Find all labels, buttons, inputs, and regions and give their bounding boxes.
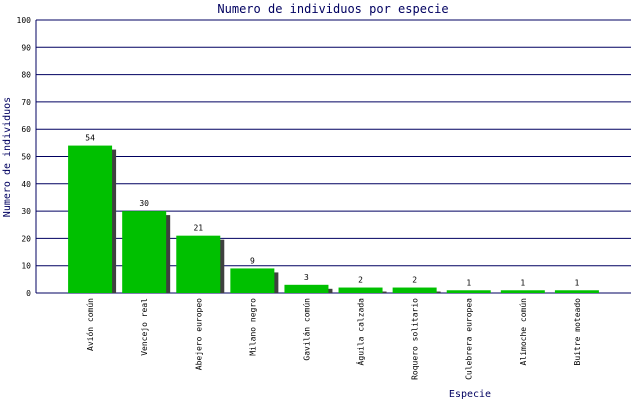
bar — [554, 290, 599, 293]
y-tick-label: 30 — [21, 207, 31, 216]
y-tick-label: 90 — [21, 43, 31, 52]
x-tick-label: Abejero europeo — [194, 298, 203, 370]
value-label: 54 — [85, 134, 95, 143]
y-axis-label: Numero de individuos — [2, 97, 13, 217]
x-tick-label: Milano negro — [248, 298, 257, 356]
y-tick-label: 40 — [21, 180, 31, 189]
x-tick-label: Águila calzada — [355, 298, 366, 366]
bar — [122, 211, 167, 293]
y-tick-label: 10 — [21, 262, 31, 271]
y-tick-label: 60 — [21, 125, 31, 134]
bar — [68, 145, 113, 293]
value-label: 1 — [574, 278, 579, 287]
x-tick-label: Avión común — [85, 298, 95, 351]
bar — [446, 290, 491, 293]
value-label: 9 — [250, 256, 255, 265]
x-tick-label: Buitre moteado — [573, 298, 582, 366]
y-tick-label: 100 — [17, 16, 32, 25]
bar — [284, 284, 329, 293]
bar — [392, 287, 437, 293]
x-tick-label: Culebrera europea — [465, 298, 474, 380]
x-tick-label: Alimoche común — [519, 298, 528, 366]
bar — [338, 287, 383, 293]
bar — [230, 268, 275, 293]
y-tick-label: 50 — [21, 153, 31, 162]
chart-title: Numero de individuos por especie — [217, 2, 448, 16]
x-tick-label: Roquero solitario — [411, 298, 420, 380]
x-axis-label: Especie — [449, 389, 491, 400]
value-label: 2 — [358, 276, 363, 285]
x-tick-label: Vencejo real — [140, 298, 149, 356]
y-tick-label: 80 — [21, 71, 31, 80]
y-tick-label: 20 — [21, 234, 31, 243]
value-label: 2 — [412, 276, 417, 285]
x-tick-label: Gavilán común — [302, 298, 311, 361]
y-tick-label: 70 — [21, 98, 31, 107]
bar — [500, 290, 545, 293]
value-label: 1 — [466, 278, 471, 287]
y-tick-label: 0 — [26, 289, 31, 298]
bar — [176, 235, 221, 293]
value-label: 3 — [304, 273, 309, 282]
value-label: 21 — [193, 224, 203, 233]
value-label: 30 — [139, 199, 149, 208]
value-label: 1 — [520, 278, 525, 287]
